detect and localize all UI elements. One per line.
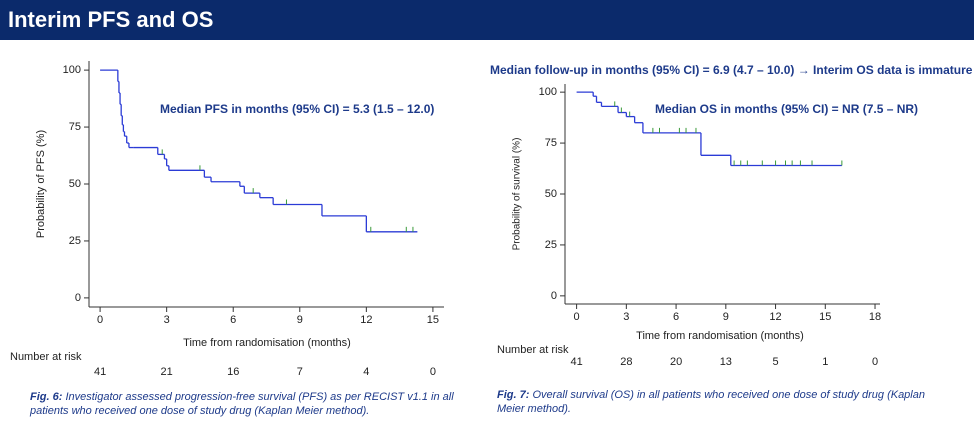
y-tick-label: 100 xyxy=(63,64,81,76)
header-title: Interim PFS and OS xyxy=(8,7,214,32)
x-tick-label: 9 xyxy=(297,314,303,326)
risk-value: 20 xyxy=(670,356,682,368)
note: Median follow-up in months (95% CI) = 6.… xyxy=(490,63,973,77)
x-axis-label: Time from randomisation (months) xyxy=(183,337,351,349)
y-tick-label: 75 xyxy=(69,121,81,133)
caption: Fig. 7: Overall survival (OS) in all pat… xyxy=(497,388,937,416)
x-tick-label: 15 xyxy=(427,314,439,326)
x-tick-label: 12 xyxy=(360,314,372,326)
risk-value: 28 xyxy=(620,356,632,368)
y-axis-label: Probability of PFS (%) xyxy=(35,130,47,238)
annotation: Median PFS in months (95% CI) = 5.3 (1.5… xyxy=(160,102,434,116)
risk-value: 21 xyxy=(161,366,173,378)
risk-value: 0 xyxy=(872,356,878,368)
x-tick-label: 3 xyxy=(623,311,629,323)
risk-value: 41 xyxy=(94,366,106,378)
y-tick-label: 50 xyxy=(545,188,557,200)
x-tick-label: 9 xyxy=(723,311,729,323)
x-tick-label: 15 xyxy=(819,311,831,323)
risk-value: 1 xyxy=(822,356,828,368)
y-tick-label: 0 xyxy=(75,292,81,304)
y-tick-label: 50 xyxy=(69,178,81,190)
y-tick-label: 100 xyxy=(539,86,557,98)
risk-value: 41 xyxy=(570,356,582,368)
x-tick-label: 3 xyxy=(164,314,170,326)
x-axis-label: Time from randomisation (months) xyxy=(636,330,804,342)
caption: Fig. 6: Investigator assessed progressio… xyxy=(30,390,470,418)
x-tick-label: 0 xyxy=(97,314,103,326)
caption-label: Fig. 7: xyxy=(497,389,530,401)
x-tick-label: 0 xyxy=(574,311,580,323)
risk-value: 16 xyxy=(227,366,239,378)
header-bar: Interim PFS and OS xyxy=(0,0,974,40)
caption-text: Overall survival (OS) in all patients wh… xyxy=(497,389,925,415)
x-tick-label: 12 xyxy=(769,311,781,323)
y-axis-label: Probability of survival (%) xyxy=(512,138,523,251)
risk-value: 13 xyxy=(720,356,732,368)
x-tick-label: 6 xyxy=(673,311,679,323)
risk-label: Number at risk xyxy=(10,351,82,363)
x-tick-label: 6 xyxy=(230,314,236,326)
x-tick-label: 18 xyxy=(869,311,881,323)
y-tick-label: 25 xyxy=(69,235,81,247)
caption-label: Fig. 6: xyxy=(30,391,63,403)
risk-value: 7 xyxy=(297,366,303,378)
risk-value: 0 xyxy=(430,366,436,378)
annotation: Median OS in months (95% CI) = NR (7.5 –… xyxy=(655,102,918,116)
risk-value: 4 xyxy=(363,366,369,378)
y-tick-label: 25 xyxy=(545,239,557,251)
y-tick-label: 75 xyxy=(545,137,557,149)
risk-label: Number at risk xyxy=(497,344,569,356)
y-tick-label: 0 xyxy=(551,290,557,302)
caption-text: Investigator assessed progression-free s… xyxy=(30,391,454,417)
risk-value: 5 xyxy=(772,356,778,368)
